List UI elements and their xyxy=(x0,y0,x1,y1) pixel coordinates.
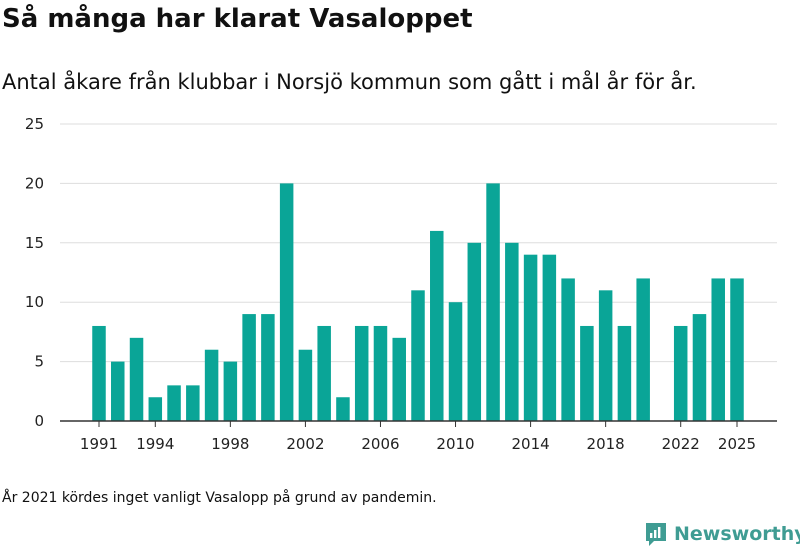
y-tick-label: 5 xyxy=(34,353,44,371)
bar xyxy=(354,325,369,421)
bar xyxy=(598,290,613,421)
bar xyxy=(523,254,538,421)
bar xyxy=(617,325,632,421)
x-axis-ticks: 1991 1994 1998 2002 2006 2010 2014 2018 2022 2025 xyxy=(80,421,756,453)
y-tick-label: 0 xyxy=(34,412,44,430)
bar xyxy=(317,325,331,421)
x-tick-label: 2025 xyxy=(718,435,756,453)
bar xyxy=(242,314,256,421)
bar xyxy=(336,397,350,421)
bar xyxy=(148,397,163,421)
x-tick-label: 2006 xyxy=(361,435,399,453)
bar xyxy=(129,337,144,421)
bar xyxy=(448,302,463,421)
bar xyxy=(186,385,200,421)
bar xyxy=(636,278,650,421)
x-tick-label: 2002 xyxy=(286,435,324,453)
bar xyxy=(561,278,575,421)
chart-subtitle: Antal åkare från klubbar i Norsjö kommun… xyxy=(2,70,697,94)
x-tick-label: 2018 xyxy=(587,435,625,453)
chart-title: Så många har klarat Vasaloppet xyxy=(2,4,473,34)
x-tick-label: 2022 xyxy=(662,435,700,453)
y-tick-label: 10 xyxy=(25,293,44,311)
y-tick-label: 20 xyxy=(25,174,44,192)
bar xyxy=(580,325,594,421)
brand-name: Newsworthy xyxy=(674,523,800,545)
bar xyxy=(392,337,406,421)
x-tick-label: 1998 xyxy=(211,435,249,453)
bar xyxy=(111,361,125,421)
y-tick-label: 15 xyxy=(25,234,44,252)
bar xyxy=(711,278,725,421)
footnote: År 2021 kördes inget vanligt Vasalopp på… xyxy=(2,490,437,506)
bar xyxy=(223,361,238,421)
bar-chart-icon xyxy=(646,523,666,546)
bar xyxy=(167,385,181,421)
bar xyxy=(467,242,482,421)
x-tick-label: 1994 xyxy=(136,435,174,453)
bar xyxy=(430,230,444,421)
bar xyxy=(505,242,519,421)
bar xyxy=(673,325,688,421)
y-axis-ticks: 0 5 10 15 20 25 xyxy=(25,115,44,430)
x-tick-label: 2010 xyxy=(436,435,474,453)
bar xyxy=(279,183,294,421)
x-tick-label: 1991 xyxy=(80,435,118,453)
bars xyxy=(92,183,744,421)
bar xyxy=(373,325,388,421)
bar xyxy=(486,183,500,421)
brand-logo: Newsworthy xyxy=(644,519,800,549)
bar xyxy=(542,254,557,421)
bar xyxy=(730,278,744,421)
bar xyxy=(411,290,425,421)
y-tick-label: 25 xyxy=(25,115,44,133)
bar xyxy=(261,314,275,421)
bar xyxy=(692,314,707,421)
bar xyxy=(204,349,219,421)
bar xyxy=(92,325,106,421)
bar xyxy=(298,349,313,421)
x-tick-label: 2014 xyxy=(511,435,549,453)
